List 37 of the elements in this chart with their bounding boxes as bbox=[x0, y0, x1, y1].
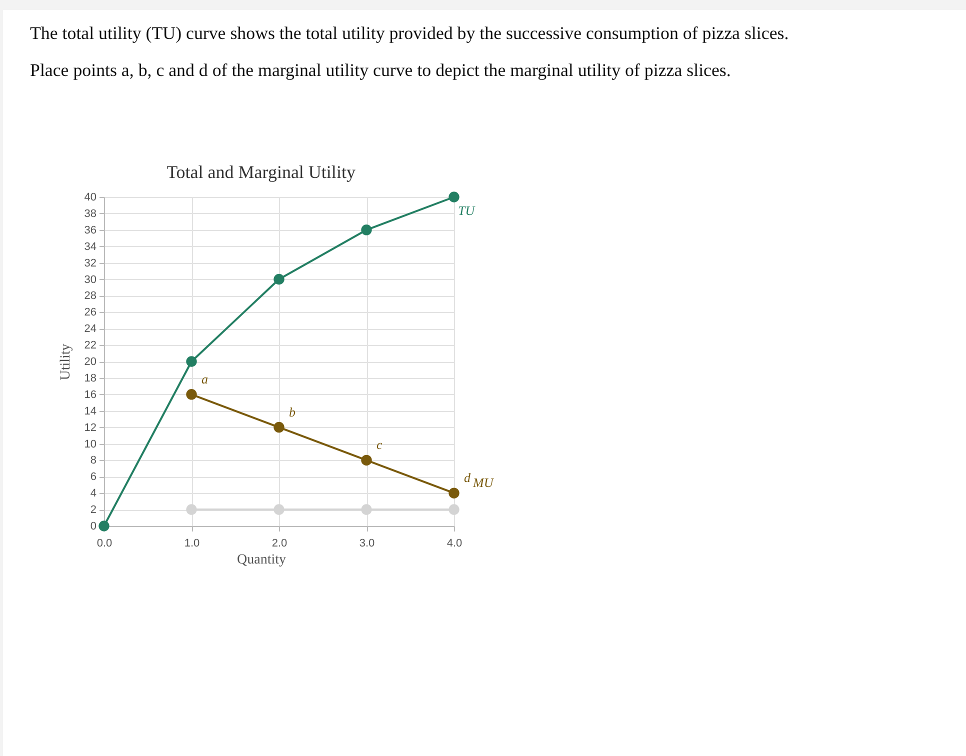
y-tick-label: 4 bbox=[90, 488, 96, 500]
y-tick-label: 8 bbox=[90, 454, 96, 467]
x-tick-label: 3.0 bbox=[359, 538, 375, 550]
y-tick-label: 2 bbox=[90, 504, 96, 516]
x-tick-label: 1.0 bbox=[184, 538, 200, 550]
y-tick-label: 22 bbox=[84, 340, 96, 352]
annotation: c bbox=[376, 437, 382, 452]
x-tick-label: 2.0 bbox=[272, 538, 288, 550]
annotation: b bbox=[289, 404, 296, 420]
y-tick-label: 30 bbox=[84, 274, 96, 286]
y-tick-label: 14 bbox=[84, 405, 96, 418]
y-tick-label: 36 bbox=[84, 224, 96, 236]
y-tick-label: 26 bbox=[84, 306, 96, 319]
y-tick-label: 10 bbox=[84, 438, 96, 450]
x-tick-label: 0.0 bbox=[96, 538, 112, 550]
annotation: d bbox=[464, 470, 471, 486]
series-label: MU bbox=[472, 475, 495, 490]
chart-title: Total and Marginal Utility bbox=[166, 162, 356, 182]
y-tick-label: 38 bbox=[84, 208, 96, 220]
x-tick-label: 4.0 bbox=[446, 538, 462, 550]
y-tick-label: 6 bbox=[90, 471, 96, 484]
y-tick-label: 32 bbox=[84, 257, 96, 270]
y-tick-label: 0 bbox=[90, 520, 96, 532]
y-tick-label: 28 bbox=[84, 290, 96, 302]
annotation: a bbox=[202, 371, 208, 386]
y-tick-label: 12 bbox=[84, 422, 96, 434]
y-tick-label: 34 bbox=[84, 240, 96, 253]
y-tick-label: 40 bbox=[84, 192, 96, 204]
series-label: TU bbox=[458, 203, 476, 218]
text: Place points a, b, c and d of the marginal utility curve to depict the marginal utility of pizza slices. bbox=[30, 60, 731, 80]
y-tick-label: 24 bbox=[84, 323, 96, 336]
y-tick-label: 16 bbox=[84, 388, 96, 401]
y-tick-label: 20 bbox=[84, 356, 96, 368]
y-axis-title: Utility bbox=[58, 344, 74, 380]
text: The total utility (TU) curve shows the total utility provided by the successive consumption of pizza slices. bbox=[30, 23, 789, 43]
y-tick-label: 18 bbox=[84, 372, 96, 384]
x-axis-title: Quantity bbox=[237, 552, 286, 568]
